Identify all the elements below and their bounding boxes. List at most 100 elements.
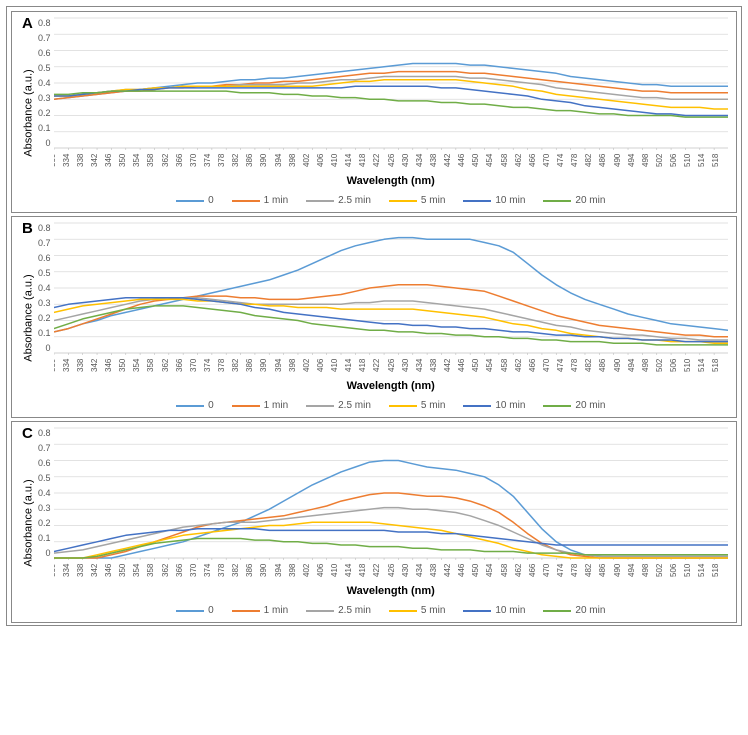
y-ticks: 0.80.70.60.50.40.30.20.10	[38, 223, 54, 353]
x-tick: 518	[711, 362, 728, 372]
legend-item: 1 min	[232, 400, 288, 411]
plot-wrap: 3303343383423463503543583623663703743783…	[54, 426, 728, 620]
y-tick: 0.5	[38, 473, 51, 483]
legend: 0 1 min 2.5 min 5 min 10 min 20 min	[54, 187, 728, 210]
y-tick: 0.7	[38, 238, 51, 248]
y-tick: 0	[38, 138, 51, 148]
legend-swatch	[389, 200, 417, 202]
y-tick: 0.4	[38, 78, 51, 88]
y-tick: 0.1	[38, 123, 51, 133]
legend-label: 0	[208, 400, 214, 411]
legend-swatch	[463, 610, 491, 612]
x-ticks: 3303343383423463503543583623663703743783…	[54, 356, 728, 378]
y-tick: 0	[38, 548, 51, 558]
legend-item: 1 min	[232, 195, 288, 206]
y-tick: 0.6	[38, 253, 51, 263]
panel-label: A	[22, 15, 33, 32]
legend-label: 1 min	[264, 195, 288, 206]
x-ticks: 3303343383423463503543583623663703743783…	[54, 151, 728, 173]
series-line	[54, 285, 728, 337]
legend-item: 10 min	[463, 605, 525, 616]
y-tick: 0.4	[38, 488, 51, 498]
legend-item: 20 min	[543, 195, 605, 206]
legend-swatch	[306, 200, 334, 202]
y-tick: 0.7	[38, 33, 51, 43]
series-line	[54, 91, 728, 117]
y-tick: 0.3	[38, 93, 51, 103]
y-axis-label: Absorbance (a.u.)	[23, 274, 35, 361]
legend-item: 1 min	[232, 605, 288, 616]
x-axis-label: Wavelength (nm)	[54, 175, 728, 187]
legend-swatch	[543, 200, 571, 202]
legend-swatch	[463, 405, 491, 407]
legend-item: 2.5 min	[306, 400, 371, 411]
legend-item: 5 min	[389, 195, 445, 206]
y-tick: 0.5	[38, 268, 51, 278]
legend-label: 1 min	[264, 605, 288, 616]
chart-svg	[54, 221, 728, 355]
legend-label: 2.5 min	[338, 195, 371, 206]
y-tick: 0.4	[38, 283, 51, 293]
legend-swatch	[389, 610, 417, 612]
legend-item: 10 min	[463, 400, 525, 411]
legend-item: 2.5 min	[306, 605, 371, 616]
legend-label: 2.5 min	[338, 400, 371, 411]
y-tick: 0.2	[38, 108, 51, 118]
plot-wrap: 3303343383423463503543583623663703743783…	[54, 221, 728, 415]
legend-swatch	[232, 405, 260, 407]
legend-item: 0	[176, 605, 214, 616]
y-tick: 0.6	[38, 48, 51, 58]
y-tick: 0.2	[38, 313, 51, 323]
chart-row: Absorbance (a.u.)0.80.70.60.50.40.30.20.…	[20, 16, 728, 210]
legend-item: 0	[176, 400, 214, 411]
legend-item: 5 min	[389, 400, 445, 411]
y-tick: 0.5	[38, 63, 51, 73]
legend-label: 5 min	[421, 400, 445, 411]
legend-swatch	[306, 405, 334, 407]
panel-B: BAbsorbance (a.u.)0.80.70.60.50.40.30.20…	[11, 216, 737, 418]
legend-label: 10 min	[495, 195, 525, 206]
chart-svg	[54, 426, 728, 560]
legend-swatch	[543, 405, 571, 407]
x-tick: 518	[711, 157, 728, 167]
legend-swatch	[176, 405, 204, 407]
panel-label: C	[22, 425, 33, 442]
legend-item: 5 min	[389, 605, 445, 616]
legend-item: 20 min	[543, 400, 605, 411]
x-axis-label: Wavelength (nm)	[54, 585, 728, 597]
y-axis-label: Absorbance (a.u.)	[23, 479, 35, 566]
y-tick: 0	[38, 343, 51, 353]
legend-item: 0	[176, 195, 214, 206]
legend-label: 0	[208, 605, 214, 616]
legend-swatch	[232, 610, 260, 612]
y-ticks: 0.80.70.60.50.40.30.20.10	[38, 428, 54, 558]
y-tick: 0.6	[38, 458, 51, 468]
legend-swatch	[232, 200, 260, 202]
y-tick: 0.8	[38, 428, 51, 438]
legend-label: 5 min	[421, 195, 445, 206]
chart-row: Absorbance (a.u.)0.80.70.60.50.40.30.20.…	[20, 426, 728, 620]
legend-label: 5 min	[421, 605, 445, 616]
y-tick: 0.1	[38, 533, 51, 543]
legend-swatch	[463, 200, 491, 202]
legend-swatch	[389, 405, 417, 407]
y-axis-label: Absorbance (a.u.)	[23, 69, 35, 156]
legend-label: 10 min	[495, 605, 525, 616]
legend-item: 10 min	[463, 195, 525, 206]
series-line	[54, 238, 728, 332]
legend-label: 2.5 min	[338, 605, 371, 616]
plot-wrap: 3303343383423463503543583623663703743783…	[54, 16, 728, 210]
panel-label: B	[22, 220, 33, 237]
legend-swatch	[176, 610, 204, 612]
y-tick: 0.8	[38, 18, 51, 28]
chart-svg	[54, 16, 728, 150]
legend-item: 20 min	[543, 605, 605, 616]
legend: 0 1 min 2.5 min 5 min 10 min 20 min	[54, 597, 728, 620]
legend-label: 20 min	[575, 605, 605, 616]
legend-swatch	[543, 610, 571, 612]
y-tick: 0.2	[38, 518, 51, 528]
series-line	[54, 64, 728, 100]
y-tick: 0.3	[38, 298, 51, 308]
x-tick: 518	[711, 567, 728, 577]
y-ticks: 0.8 0.7 0.6 0.5 0.4 0.3 0.2 0.1 0	[38, 18, 54, 148]
